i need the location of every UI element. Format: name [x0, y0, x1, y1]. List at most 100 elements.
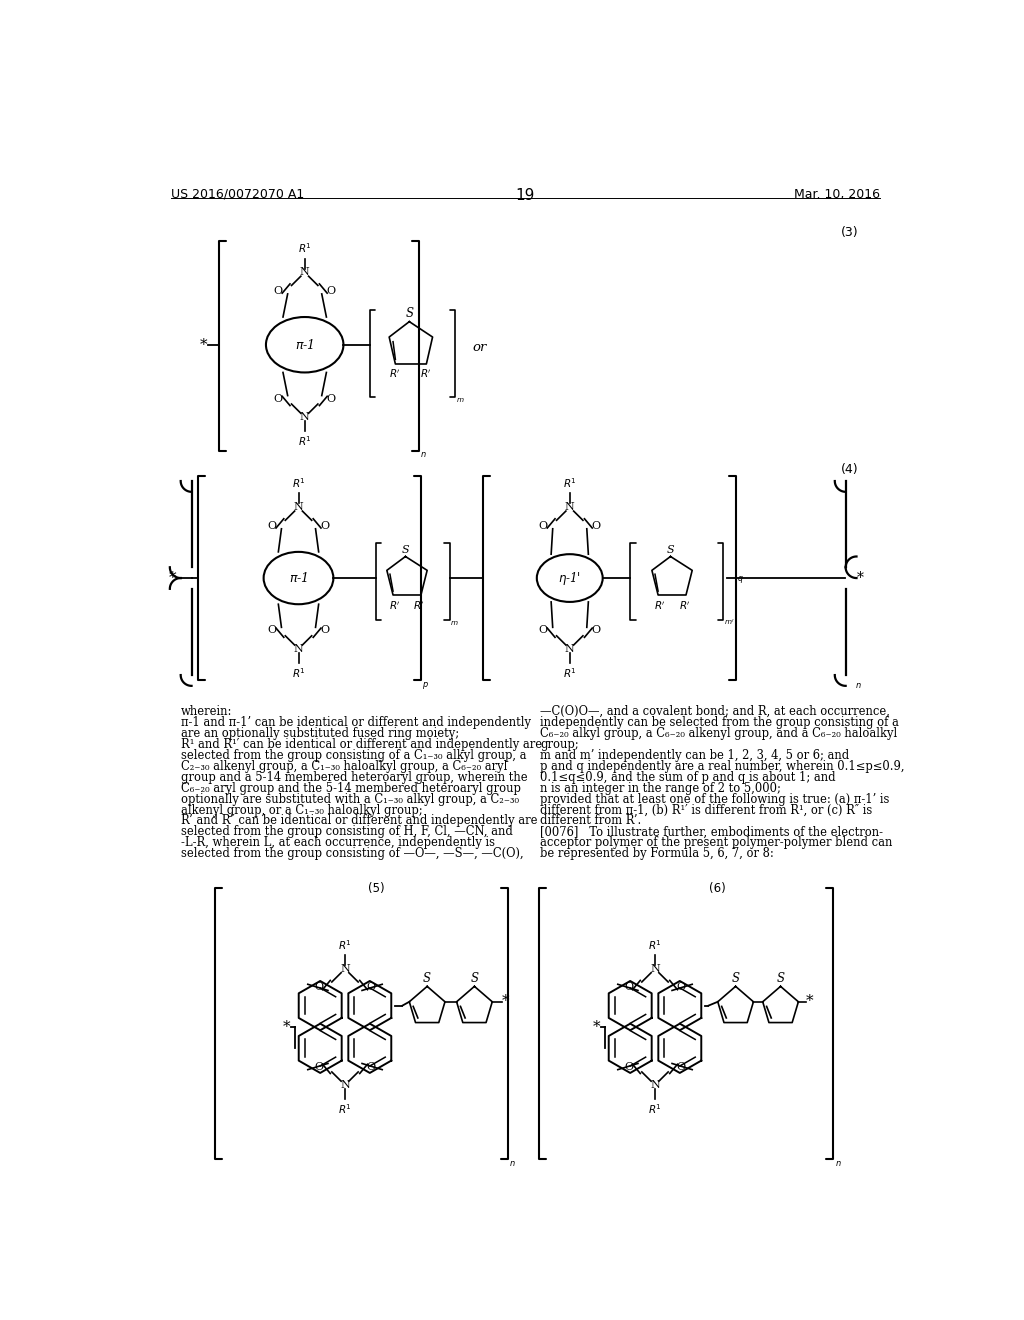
Text: $_n$: $_n$ [420, 447, 427, 461]
Text: N: N [340, 1080, 350, 1090]
Text: group;: group; [541, 738, 579, 751]
Text: C₆₋₂₀ alkyl group, a C₆₋₂₀ alkenyl group, and a C₆₋₂₀ haloalkyl: C₆₋₂₀ alkyl group, a C₆₋₂₀ alkenyl group… [541, 727, 898, 741]
Text: $R'$: $R'$ [389, 599, 400, 612]
Text: $\pi$-1: $\pi$-1 [295, 338, 314, 351]
Text: $R^1$: $R^1$ [563, 665, 577, 680]
Text: $R^1$: $R^1$ [338, 939, 352, 952]
Text: O: O [327, 393, 336, 404]
Text: $R'$: $R'$ [389, 368, 401, 380]
Text: n is an integer in the range of 2 to 5,000;: n is an integer in the range of 2 to 5,0… [541, 781, 781, 795]
Text: *: * [592, 1020, 600, 1034]
Text: -L-R, wherein L, at each occurrence, independently is: -L-R, wherein L, at each occurrence, ind… [180, 837, 495, 849]
Text: O: O [539, 626, 548, 635]
Text: $_n$: $_n$ [855, 678, 862, 692]
Text: O: O [327, 286, 336, 296]
Text: O: O [677, 1061, 686, 1072]
Text: or: or [473, 341, 487, 354]
Text: O: O [624, 982, 633, 993]
Text: S: S [406, 308, 414, 321]
Text: $_n$: $_n$ [509, 1156, 516, 1170]
Text: *: * [169, 572, 177, 585]
Text: m and m’ independently can be 1, 2, 3, 4, 5 or 6; and: m and m’ independently can be 1, 2, 3, 4… [541, 748, 850, 762]
Text: O: O [267, 520, 276, 531]
Text: O: O [267, 626, 276, 635]
Text: $_{m'}$: $_{m'}$ [724, 616, 735, 627]
Text: $R^1$: $R^1$ [338, 1102, 352, 1115]
Text: (6): (6) [709, 882, 725, 895]
Text: $R'$: $R'$ [679, 599, 690, 612]
Text: O: O [592, 626, 601, 635]
Text: $R'$: $R'$ [653, 599, 666, 612]
Text: $\eta$-1': $\eta$-1' [558, 569, 582, 586]
Text: $R^1$: $R^1$ [563, 477, 577, 490]
Text: O: O [314, 982, 324, 993]
Text: selected from the group consisting of —O—, —S—, —C(O),: selected from the group consisting of —O… [180, 847, 523, 861]
Text: O: O [273, 393, 283, 404]
Text: selected from the group consisting of a C₁₋₃₀ alkyl group, a: selected from the group consisting of a … [180, 748, 526, 762]
Text: S: S [470, 972, 478, 985]
Text: provided that at least one of the following is true: (a) π-1’ is: provided that at least one of the follow… [541, 792, 890, 805]
Text: O: O [367, 1061, 376, 1072]
Text: acceptor polymer of the present polymer-polymer blend can: acceptor polymer of the present polymer-… [541, 837, 893, 849]
Text: $R^1$: $R^1$ [298, 434, 311, 447]
Text: C₆₋₂₀ aryl group and the 5-14 membered heteroaryl group: C₆₋₂₀ aryl group and the 5-14 membered h… [180, 781, 520, 795]
Text: (5): (5) [368, 882, 384, 895]
Text: $_m$: $_m$ [451, 619, 459, 628]
Text: wherein:: wherein: [180, 705, 232, 718]
Text: N: N [565, 644, 574, 653]
Text: $_m$: $_m$ [456, 396, 465, 404]
Text: π-1 and π-1’ can be identical or different and independently: π-1 and π-1’ can be identical or differe… [180, 715, 530, 729]
Text: *: * [857, 572, 864, 585]
Text: (4): (4) [841, 462, 859, 475]
Text: R¹ and R¹′ can be identical or different and independently are: R¹ and R¹′ can be identical or different… [180, 738, 542, 751]
Text: O: O [592, 520, 601, 531]
Text: S: S [667, 545, 675, 554]
Text: $R^1$: $R^1$ [292, 665, 305, 680]
Text: $R^1$: $R^1$ [292, 477, 305, 490]
Text: group and a 5-14 membered heteroaryl group, wherein the: group and a 5-14 membered heteroaryl gro… [180, 771, 527, 784]
Text: S: S [731, 972, 739, 985]
Text: $_q$: $_q$ [737, 576, 743, 587]
Text: alkenyl group, or a C₁₋₃₀ haloalkyl group;: alkenyl group, or a C₁₋₃₀ haloalkyl grou… [180, 804, 422, 817]
Text: different from R’.: different from R’. [541, 814, 642, 828]
Text: N: N [294, 644, 303, 653]
Text: N: N [650, 1080, 659, 1090]
Text: N: N [565, 502, 574, 512]
Text: 0.1≤q≤0.9, and the sum of p and q is about 1; and: 0.1≤q≤0.9, and the sum of p and q is abo… [541, 771, 836, 784]
Text: *: * [806, 994, 814, 1008]
Text: O: O [321, 626, 330, 635]
Text: independently can be selected from the group consisting of a: independently can be selected from the g… [541, 715, 899, 729]
Text: C₂₋₃₀ alkenyl group, a C₁₋₃₀ haloalkyl group, a C₆₋₂₀ aryl: C₂₋₃₀ alkenyl group, a C₁₋₃₀ haloalkyl g… [180, 760, 507, 772]
Text: N: N [300, 268, 309, 277]
Text: (3): (3) [841, 226, 859, 239]
Text: —C(O)O—, and a covalent bond; and R, at each occurrence,: —C(O)O—, and a covalent bond; and R, at … [541, 705, 890, 718]
Text: N: N [294, 502, 303, 512]
Text: US 2016/0072070 A1: US 2016/0072070 A1 [171, 187, 304, 201]
Text: N: N [650, 964, 659, 974]
Text: $_p$: $_p$ [422, 678, 429, 692]
Text: O: O [624, 1061, 633, 1072]
Text: be represented by Formula 5, 6, 7, or 8:: be represented by Formula 5, 6, 7, or 8: [541, 847, 774, 861]
Text: O: O [321, 520, 330, 531]
Text: S: S [776, 972, 784, 985]
Text: S: S [423, 972, 431, 985]
Text: S: S [401, 545, 410, 554]
Text: *: * [283, 1020, 290, 1034]
Text: O: O [314, 1061, 324, 1072]
Text: *: * [502, 994, 509, 1008]
Text: selected from the group consisting of H, F, Cl, —CN, and: selected from the group consisting of H,… [180, 825, 513, 838]
Text: 19: 19 [515, 187, 535, 203]
Text: $_n$: $_n$ [835, 1156, 842, 1170]
Text: $R'$: $R'$ [421, 368, 432, 380]
Text: $R^1$: $R^1$ [298, 242, 311, 256]
Text: R’ and R″ can be identical or different and independently are: R’ and R″ can be identical or different … [180, 814, 538, 828]
Text: O: O [677, 982, 686, 993]
Text: $\pi$-1: $\pi$-1 [289, 572, 308, 585]
Text: different from π-1, (b) R¹′ is different from R¹, or (c) R″ is: different from π-1, (b) R¹′ is different… [541, 804, 872, 817]
Text: O: O [367, 982, 376, 993]
Text: O: O [273, 286, 283, 296]
Text: $R^1$: $R^1$ [648, 939, 662, 952]
Text: N: N [300, 412, 309, 422]
Text: *: * [200, 338, 207, 351]
Text: N: N [340, 964, 350, 974]
